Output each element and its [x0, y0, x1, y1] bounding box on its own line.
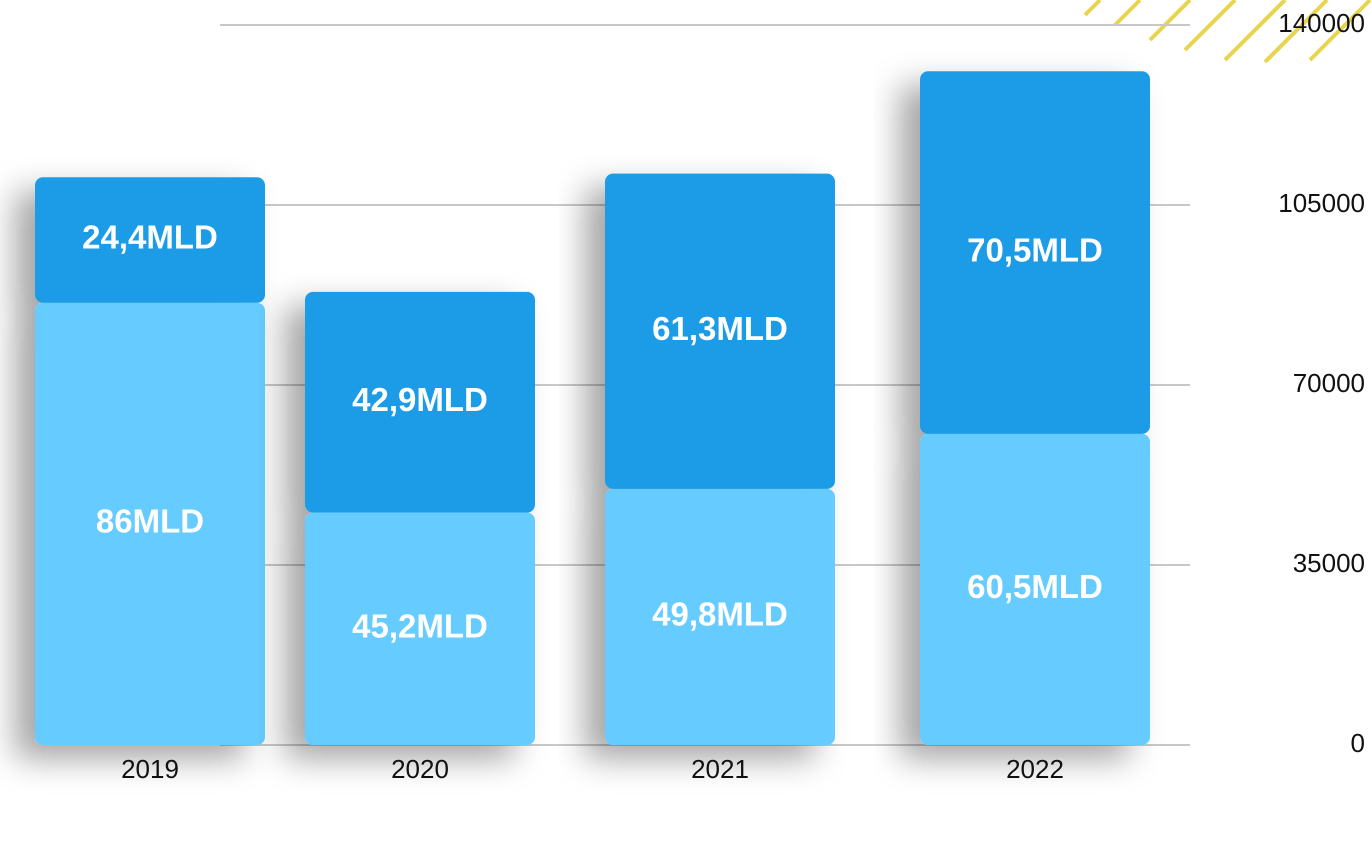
- value-label: 45,2MLD: [352, 607, 488, 644]
- bar-stack: [605, 173, 835, 745]
- y-tick-label: 70000: [1293, 368, 1365, 398]
- x-tick-label: 2021: [691, 754, 749, 784]
- value-label: 70,5MLD: [967, 231, 1103, 268]
- y-tick-label: 35000: [1293, 548, 1365, 578]
- y-tick-label: 140000: [1278, 8, 1365, 38]
- y-tick-label: 105000: [1278, 188, 1365, 218]
- x-tick-label: 2020: [391, 754, 449, 784]
- bar-segment: [35, 177, 265, 303]
- bar-segment: [605, 488, 835, 745]
- bar-stack: [35, 177, 265, 745]
- value-label: 61,3MLD: [652, 310, 788, 347]
- x-tick-label: 2022: [1006, 754, 1064, 784]
- value-label: 24,4MLD: [82, 219, 218, 256]
- value-label: 86MLD: [96, 503, 204, 540]
- bars: 86MLD 24,4MLD 45,2MLD 42,9MLD 49,8MLD 61,3MLD…: [35, 71, 1150, 745]
- bar-segment: [920, 433, 1150, 745]
- x-tick-label: 2019: [121, 754, 179, 784]
- value-label: 60,5MLD: [967, 568, 1103, 605]
- bar-stack: [305, 291, 535, 745]
- decoration-hatch: [1083, 0, 1372, 64]
- bar-segment: [605, 173, 835, 489]
- bar-segment: [920, 71, 1150, 434]
- value-label: 49,8MLD: [652, 596, 788, 633]
- y-tick-label: 0: [1351, 728, 1365, 758]
- bar-segment: [305, 291, 535, 513]
- value-label: 42,9MLD: [352, 381, 488, 418]
- bar-segment: [35, 302, 265, 745]
- bar-stack: [920, 71, 1150, 745]
- bar-segment: [305, 512, 535, 745]
